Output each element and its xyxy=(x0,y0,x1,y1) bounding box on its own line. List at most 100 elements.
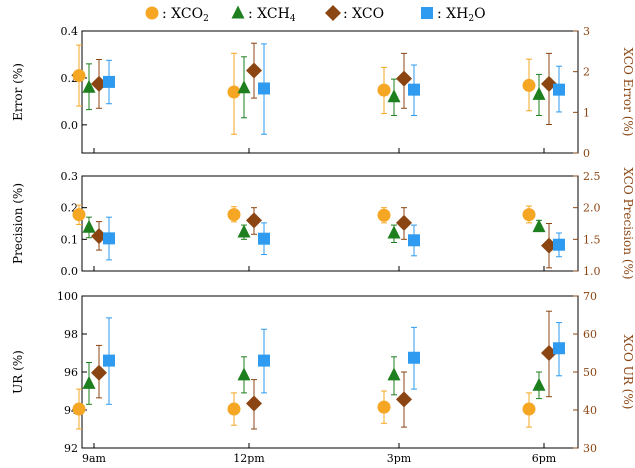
series-xco xyxy=(91,42,557,126)
y-right-tick-label: 2 xyxy=(583,66,590,79)
data-point-xch4 xyxy=(82,79,96,93)
series-xch4 xyxy=(82,356,546,405)
data-point-xco2 xyxy=(72,69,86,83)
series-xch4 xyxy=(82,56,546,119)
data-point-xh2o xyxy=(258,232,270,245)
data-point-xch4 xyxy=(532,219,546,233)
legend-label: : XCH4 xyxy=(248,6,296,24)
series-xco xyxy=(91,207,557,269)
data-point-xco xyxy=(396,214,412,231)
x-tick-label: 6pm xyxy=(532,452,557,464)
x-tick-label: 12pm xyxy=(233,452,265,464)
data-point-xh2o xyxy=(258,82,270,95)
y-tick-label: 100 xyxy=(57,290,78,303)
y-right-tick-label: 70 xyxy=(583,290,597,303)
data-point-xh2o xyxy=(103,354,115,367)
legend-entry-xco2: : XCO2 xyxy=(145,6,209,24)
plot-frame xyxy=(81,175,579,272)
y-right-tick-label: 30 xyxy=(583,442,597,455)
data-point-xh2o xyxy=(408,234,420,247)
legend-entry-xh2o: : XH2O xyxy=(421,6,486,24)
y-right-tick-label: 3 xyxy=(583,25,590,38)
data-point-xco xyxy=(246,395,262,412)
data-point-xch4 xyxy=(237,367,251,381)
data-point-xco2 xyxy=(522,208,536,222)
legend-marker-xco xyxy=(325,5,341,21)
y-tick-label: 96 xyxy=(64,366,78,379)
series-xco2 xyxy=(72,204,536,225)
legend-label: : XCO xyxy=(343,6,384,22)
series-xh2o xyxy=(103,317,565,405)
data-point-xh2o xyxy=(408,83,420,96)
y-tick-label: 0.3 xyxy=(61,170,79,183)
data-point-xco2 xyxy=(377,83,391,97)
data-point-xh2o xyxy=(103,232,115,245)
y-tick-label: 0.4 xyxy=(61,25,79,38)
y-right-tick-label: 2.5 xyxy=(583,170,601,183)
y-right-axis-label: XCO Error (%) xyxy=(621,48,635,137)
y-right-tick-label: 60 xyxy=(583,328,597,341)
legend-marker-xh2o xyxy=(421,7,433,19)
data-point-xco2 xyxy=(522,78,536,92)
legend-entry-xco: : XCO xyxy=(325,5,384,22)
data-point-xco xyxy=(396,70,412,87)
plot-frame xyxy=(81,30,579,154)
y-axis-label: Error (%) xyxy=(11,63,25,121)
y-right-tick-label: 50 xyxy=(583,366,597,379)
data-point-xco2 xyxy=(522,402,536,416)
series-xco2 xyxy=(72,388,536,430)
series-xco xyxy=(91,310,557,430)
plot-frame xyxy=(81,295,579,449)
data-point-xco xyxy=(246,62,262,79)
data-point-xh2o xyxy=(553,342,565,355)
series-xh2o xyxy=(103,216,565,261)
y-right-axis-label: XCO Precision (%) xyxy=(621,167,635,279)
x-tick-label: 9am xyxy=(82,452,107,464)
x-tick-label: 3pm xyxy=(387,452,412,464)
data-point-xch4 xyxy=(82,375,96,389)
data-point-xch4 xyxy=(387,367,401,381)
data-point-xco xyxy=(246,212,262,229)
y-tick-label: 0.0 xyxy=(61,119,79,132)
y-tick-label: 0.0 xyxy=(61,265,79,278)
data-point-xco xyxy=(396,391,412,408)
legend-entry-xch4: : XCH4 xyxy=(231,5,296,24)
y-right-tick-label: 0 xyxy=(583,147,590,160)
data-point-xco2 xyxy=(72,402,86,416)
y-tick-label: 98 xyxy=(64,328,78,341)
y-axis-label: Precision (%) xyxy=(11,183,25,264)
legend-label: : XH2O xyxy=(437,6,486,24)
data-point-xh2o xyxy=(553,238,565,251)
data-point-xch4 xyxy=(237,224,251,238)
data-point-xch4 xyxy=(387,225,401,239)
data-point-xco2 xyxy=(227,402,241,416)
y-axis-label: UR (%) xyxy=(11,350,25,394)
data-point-xco2 xyxy=(377,208,391,222)
data-point-xh2o xyxy=(258,354,270,367)
y-tick-label: 92 xyxy=(64,442,78,455)
data-point-xco2 xyxy=(227,208,241,222)
legend-marker-xch4 xyxy=(231,5,245,19)
data-point-xch4 xyxy=(532,377,546,391)
y-tick-label: 0.1 xyxy=(61,233,79,246)
y-right-axis-label: XCO UR (%) xyxy=(621,335,635,410)
legend-marker-xco2 xyxy=(145,6,159,20)
data-point-xco xyxy=(91,364,107,381)
y-right-tick-label: 1.0 xyxy=(583,265,601,278)
data-point-xh2o xyxy=(553,83,565,96)
y-right-tick-label: 2.0 xyxy=(583,202,601,215)
data-point-xch4 xyxy=(237,80,251,94)
legend: : XCO2 : XCH4 : XCO : XH2O xyxy=(145,5,486,24)
data-point-xch4 xyxy=(82,219,96,233)
y-right-tick-label: 40 xyxy=(583,404,597,417)
y-right-tick-label: 1.5 xyxy=(583,233,601,246)
data-point-xh2o xyxy=(103,75,115,88)
data-point-xch4 xyxy=(387,89,401,103)
legend-label: : XCO2 xyxy=(162,6,209,24)
